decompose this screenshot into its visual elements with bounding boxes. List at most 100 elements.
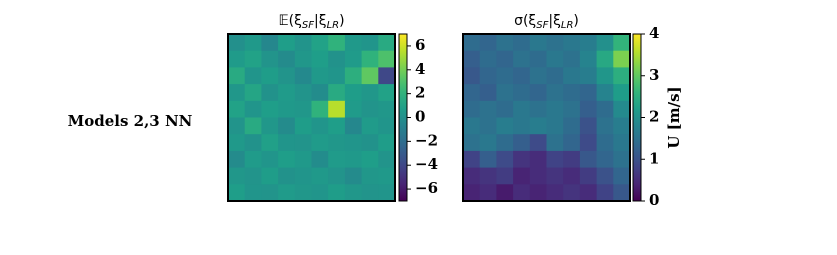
colorbar-tick-label: 6 <box>415 36 425 54</box>
heatmap-cell <box>563 117 581 135</box>
heatmap-cell <box>328 67 346 85</box>
colorbar <box>632 33 642 202</box>
heatmap-cell <box>529 34 547 52</box>
heatmap-cell <box>261 167 279 185</box>
heatmap-cell <box>294 67 312 85</box>
heatmap-cell <box>261 134 279 152</box>
heatmap-cell <box>496 117 514 135</box>
heatmap-cell <box>513 100 531 118</box>
heatmap-cell <box>613 84 631 102</box>
heatmap-cell <box>513 84 531 102</box>
heatmap-cell <box>328 150 346 169</box>
heatmap-cell <box>278 150 296 169</box>
heatmap-cell <box>529 67 547 85</box>
heatmap-cell <box>563 84 581 102</box>
heatmap-cell <box>294 34 312 52</box>
heatmap-cell <box>513 117 531 135</box>
heatmap-cell <box>613 34 631 52</box>
heatmap-cell <box>479 100 497 118</box>
heatmap-cell <box>596 50 614 68</box>
heatmap-cell <box>244 150 262 169</box>
heatmap-cell <box>328 50 346 68</box>
heatmap-cell <box>613 67 631 85</box>
heatmap-cell <box>261 117 279 135</box>
heatmap-cell <box>546 100 564 118</box>
heatmap-cell <box>496 167 514 185</box>
heatmap-cell <box>378 150 396 169</box>
heatmap-cell <box>613 100 631 118</box>
heatmap-cell <box>546 167 564 185</box>
heatmap-cell <box>579 67 598 85</box>
heatmap-cell <box>328 167 346 185</box>
heatmap-cell <box>496 34 514 52</box>
heatmap-cell <box>244 67 262 85</box>
heatmap-cell <box>311 67 329 85</box>
colorbar-tick-label: 2 <box>415 84 425 102</box>
heatmap-cell <box>344 117 363 135</box>
heatmap-cell <box>579 84 598 102</box>
heatmap-cell <box>529 100 547 118</box>
heatmap-cell <box>228 150 246 169</box>
heatmap-cell <box>546 184 564 202</box>
heatmap-cell <box>546 34 564 52</box>
heatmap-cell <box>596 117 614 135</box>
heatmap-cell <box>244 34 262 52</box>
heatmap-cell <box>496 84 514 102</box>
heatmap-cell <box>361 184 379 202</box>
heatmap-cell <box>228 84 246 102</box>
heatmap-cell <box>479 167 497 185</box>
heatmap-cell <box>529 184 547 202</box>
heatmap-cell <box>496 150 514 169</box>
heatmap-cell <box>513 50 531 68</box>
heatmap-cell <box>378 34 396 52</box>
heatmap-cell <box>496 100 514 118</box>
heatmap-cell <box>244 117 262 135</box>
heatmap-cell <box>228 167 246 185</box>
heatmap-cell <box>529 50 547 68</box>
heatmap-cell <box>278 100 296 118</box>
heatmap-cell <box>579 117 598 135</box>
heatmap-cell <box>361 67 379 85</box>
heatmap-cell <box>463 150 481 169</box>
heatmap-cell <box>311 50 329 68</box>
title-part: |ξ <box>314 13 327 29</box>
heatmap-cell <box>311 150 329 169</box>
heatmap-cell <box>244 50 262 68</box>
heatmap-cell <box>513 67 531 85</box>
heatmap-cell <box>228 184 246 202</box>
title-subscript: LR <box>561 20 574 31</box>
heatmap-cell <box>513 150 531 169</box>
colorbar-tick-label: 2 <box>649 108 659 126</box>
row-label: Models 2,3 NN <box>68 112 193 130</box>
heatmap-cell <box>278 184 296 202</box>
title-subscript: SF <box>536 20 548 31</box>
colorbar-tick-label: 0 <box>415 108 425 126</box>
heatmap-cell <box>278 167 296 185</box>
heatmap-cell <box>579 184 598 202</box>
heatmap-cell <box>328 100 346 118</box>
heatmap-cell <box>228 134 246 152</box>
heatmap-cell <box>579 100 598 118</box>
colorbar-tick-label: 1 <box>649 149 659 167</box>
heatmap-cell <box>463 34 481 52</box>
heatmap-cell <box>311 167 329 185</box>
title-part: |ξ <box>548 13 561 29</box>
heatmap-cell <box>361 134 379 152</box>
heatmap-cell <box>378 50 396 68</box>
heatmap-cell <box>244 167 262 185</box>
heatmap-cell <box>529 134 547 152</box>
heatmap-cell <box>378 134 396 152</box>
heatmap-cell <box>261 50 279 68</box>
heatmap-cell <box>311 84 329 102</box>
colorbar-tick-label: −6 <box>415 179 438 197</box>
plot-frame <box>462 33 631 202</box>
heatmap-cell <box>378 167 396 185</box>
heatmap-cell <box>294 167 312 185</box>
heatmap-cell <box>546 134 564 152</box>
heatmap-cell <box>328 134 346 152</box>
heatmap-cell <box>228 117 246 135</box>
heatmap-cell <box>563 67 581 85</box>
heatmap-cell <box>563 134 581 152</box>
heatmap-cell <box>479 50 497 68</box>
heatmap-cell <box>596 167 614 185</box>
